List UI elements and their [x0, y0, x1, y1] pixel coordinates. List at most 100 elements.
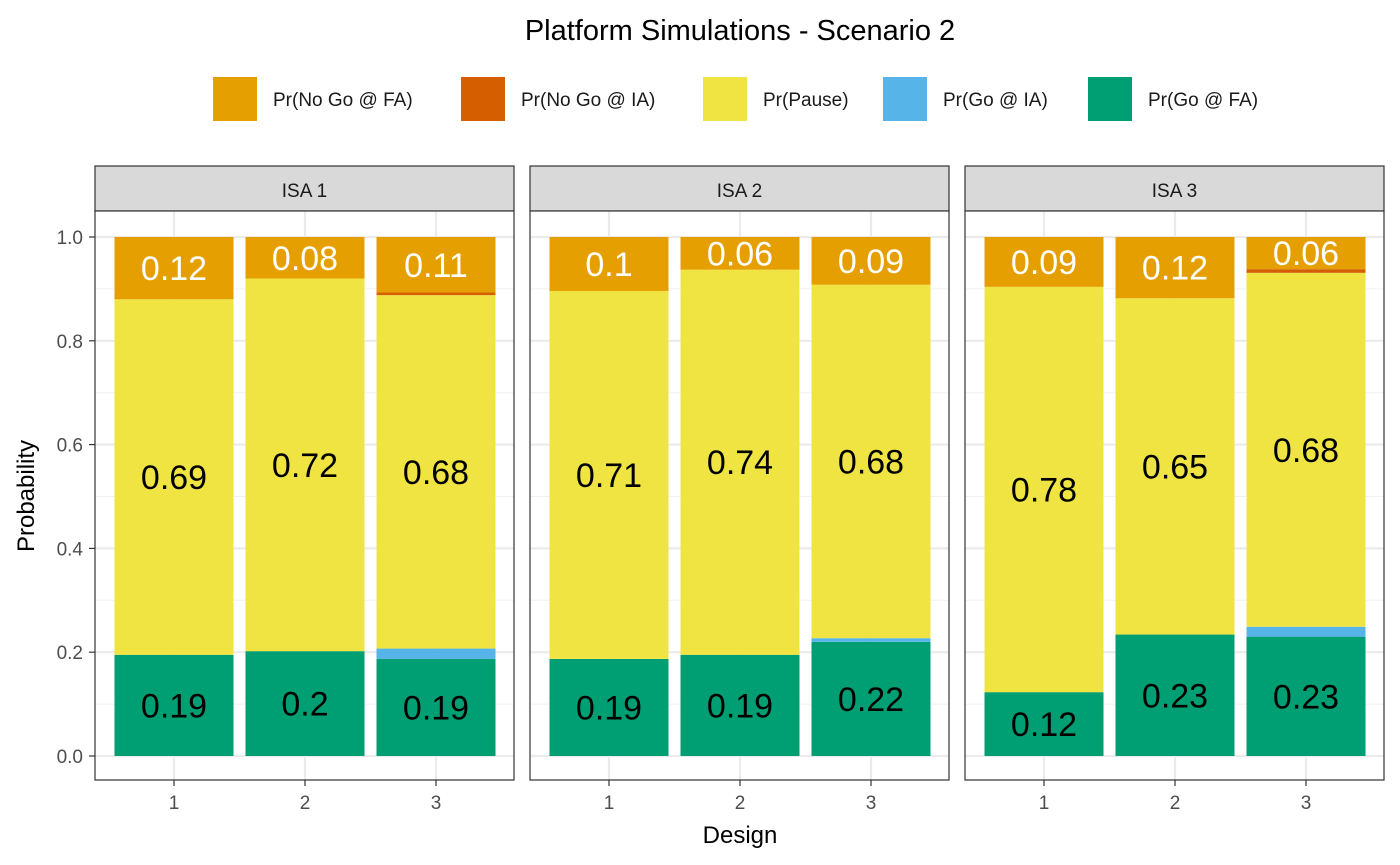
y-tick-label: 0.4: [57, 539, 84, 560]
bar-segment-nogo_fa: [680, 237, 800, 270]
bar-segment-pause: [984, 286, 1104, 693]
chart-title: Platform Simulations - Scenario 2: [525, 15, 955, 47]
bar-segment-go_fa: [549, 658, 669, 756]
bar-segment-nogo_fa: [114, 237, 234, 300]
data-label-nogo_fa: 0.1: [585, 246, 632, 284]
data-label-nogo_fa: 0.12: [1142, 250, 1208, 288]
bar-segment-go_fa: [376, 658, 496, 756]
bar-segment-pause: [680, 269, 800, 655]
bar-design-2: 0.23 0.65 0.12: [1115, 237, 1235, 756]
bar-segment-pause: [811, 284, 931, 639]
data-label-go_fa: 0.19: [141, 687, 207, 725]
panel-2: ISA 2 0.19 0.71 0.1 0.19 0.74 0.06 0.22 0.68 0.09…: [529, 165, 950, 814]
y-tick-label: 0.6: [57, 436, 83, 457]
bar-segment-go_fa: [114, 654, 234, 756]
data-label-go_fa: 0.22: [838, 681, 904, 719]
x-tick-label: 2: [300, 793, 311, 814]
data-label-nogo_fa: 0.11: [404, 247, 468, 285]
panel-strip-label: ISA 1: [282, 181, 327, 202]
data-label-nogo_fa: 0.12: [141, 250, 207, 288]
x-tick-label: 2: [1170, 793, 1181, 814]
bar-segment-nogo_fa: [1246, 237, 1366, 270]
data-label-nogo_fa: 0.06: [1273, 235, 1339, 273]
y-tick-label: 0.2: [57, 643, 83, 664]
bar-segment-go_ia: [1246, 626, 1366, 637]
y-tick-label: 1.0: [57, 228, 83, 249]
bar-design-3: 0.23 0.68 0.06: [1246, 235, 1366, 756]
x-tick-label: 3: [431, 793, 442, 814]
x-tick-label: 1: [169, 793, 180, 814]
x-tick-label: 1: [1039, 793, 1050, 814]
bar-segment-go_ia: [376, 648, 496, 659]
data-label-pause: 0.74: [707, 444, 773, 482]
bar-segment-go_fa: [1115, 634, 1235, 756]
legend-key-go_ia: [883, 77, 927, 121]
bar-segment-nogo_fa: [811, 237, 931, 285]
data-label-pause: 0.72: [272, 447, 338, 485]
y-tick-label: 0.0: [57, 747, 83, 768]
bar-design-1: 0.19 0.69 0.12: [114, 237, 234, 756]
legend-label-go_ia: Pr(Go @ IA): [943, 90, 1048, 111]
bar-segment-nogo_fa: [984, 237, 1104, 287]
bar-segment-go_fa: [680, 654, 800, 756]
bar-segment-nogo_fa: [245, 237, 365, 279]
data-label-nogo_fa: 0.06: [707, 235, 773, 273]
bar-segment-go_fa: [811, 641, 931, 756]
x-tick-label: 2: [735, 793, 746, 814]
data-label-pause: 0.68: [1273, 432, 1339, 470]
x-tick-label: 3: [1301, 793, 1312, 814]
bar-segment-go_ia: [811, 638, 931, 642]
data-label-go_fa: 0.23: [1142, 677, 1208, 715]
y-tick-label: 0.8: [57, 332, 83, 353]
panel-strip: [94, 165, 515, 212]
x-tick-label: 3: [866, 793, 877, 814]
bar-segment-pause: [549, 290, 669, 659]
legend-key-pause: [703, 77, 747, 121]
data-label-nogo_fa: 0.08: [272, 240, 338, 278]
bar-segment-pause: [1115, 298, 1235, 635]
bar-design-3: 0.22 0.68 0.09: [811, 237, 931, 756]
bar-segment-pause: [376, 295, 496, 649]
data-label-pause: 0.68: [838, 443, 904, 481]
bar-design-2: 0.2 0.72 0.08: [245, 237, 365, 756]
bar-segment-pause: [1246, 272, 1366, 627]
panel-3: ISA 3 0.12 0.78 0.09 0.23 0.65 0.12 0.23 0.68 0.0…: [964, 165, 1385, 814]
data-label-pause: 0.65: [1142, 448, 1208, 486]
data-label-nogo_fa: 0.09: [838, 243, 904, 281]
data-label-pause: 0.78: [1011, 471, 1077, 509]
data-label-go_fa: 0.2: [281, 686, 328, 724]
legend-label-go_fa: Pr(Go @ FA): [1148, 90, 1258, 111]
bar-segment-nogo_fa: [376, 237, 496, 293]
panel-1: ISA 1 0.19 0.69 0.12 0.2 0.72 0.08 0.19 0.68 0.11…: [94, 165, 515, 814]
legend-key-go_fa: [1088, 77, 1132, 121]
bar-design-2: 0.19 0.74 0.06: [680, 235, 800, 756]
data-label-go_fa: 0.19: [707, 687, 773, 725]
bar-segment-go_fa: [984, 692, 1104, 756]
panel-strip-label: ISA 3: [1152, 181, 1197, 202]
y-axis: 0.0 0.2 0.4 0.6 0.8 1.0: [57, 228, 95, 768]
legend-key-nogo_ia: [461, 77, 505, 121]
facet-panels: ISA 10.190.690.120.20.720.080.190.680.11…: [94, 165, 1385, 814]
data-label-nogo_fa: 0.09: [1011, 244, 1077, 282]
data-label-go_fa: 0.19: [403, 689, 469, 727]
bar-design-1: 0.19 0.71 0.1: [549, 237, 669, 756]
legend-label-nogo_fa: Pr(No Go @ FA): [273, 90, 413, 111]
bar-segment-go_fa: [245, 651, 365, 756]
x-tick-label: 1: [604, 793, 615, 814]
data-label-go_fa: 0.23: [1273, 678, 1339, 716]
bar-segment-nogo_fa: [549, 237, 669, 291]
legend: Pr(No Go @ FA) Pr(No Go @ IA) Pr(Pause) Pr(…: [213, 77, 1258, 121]
bar-segment-pause: [245, 278, 365, 652]
panel-strip-label: ISA 2: [717, 181, 762, 202]
data-label-pause: 0.71: [576, 457, 642, 495]
bar-design-1: 0.12 0.78 0.09: [984, 237, 1104, 756]
data-label-go_fa: 0.12: [1011, 706, 1077, 744]
data-label-go_fa: 0.19: [576, 689, 642, 727]
panel-strip: [529, 165, 950, 212]
y-axis-title: Probability: [13, 440, 40, 552]
bar-design-3: 0.19 0.68 0.11: [376, 237, 496, 756]
x-axis-title: Design: [703, 822, 778, 849]
bar-segment-nogo_ia: [376, 292, 496, 296]
bar-segment-go_fa: [1246, 636, 1366, 756]
